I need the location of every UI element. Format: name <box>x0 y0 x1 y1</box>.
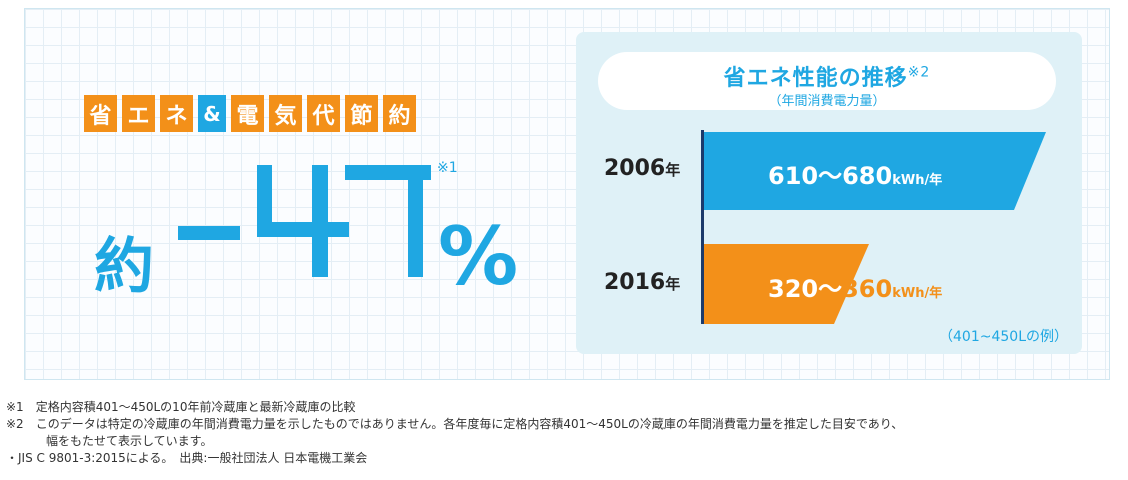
bar-2016: 320〜360kWh/年 <box>704 244 942 324</box>
chart-title-box: 省エネ性能の推移※2 （年間消費電力量） <box>598 52 1056 110</box>
tagline-char: ネ <box>160 95 193 132</box>
bar-2006: 610〜680kWh/年 <box>704 132 1046 210</box>
footnote-3: ・JIS C 9801-3:2015による。 出典:一般社団法人 日本電機工業会 <box>6 451 368 465</box>
tagline-char: 約 <box>383 95 416 132</box>
row-label-2006: 2006年 <box>604 156 681 181</box>
chart-subtitle: （年間消費電力量） <box>768 94 886 109</box>
chart-panel: 省エネ性能の推移※2 （年間消費電力量） 2006年 610〜680kWh/年 … <box>576 32 1082 354</box>
tagline-char: 電 <box>231 95 264 132</box>
tagline-char: 代 <box>307 95 340 132</box>
tagline-ampersand: & <box>198 95 226 132</box>
tagline-char: 節 <box>345 95 378 132</box>
tagline: 省 エ ネ & 電 気 代 節 約 <box>84 95 416 132</box>
chart-title: 省エネ性能の推移 <box>723 66 908 91</box>
bar-2016-value: 320〜360kWh/年 <box>768 275 943 303</box>
chart-title-note: ※2 <box>907 64 931 81</box>
chart-axis <box>701 130 704 324</box>
footnotes: ※1 定格内容積401〜450Lの10年前冷蔵庫と最新冷蔵庫の比較 ※2 このデ… <box>6 399 903 467</box>
row-label-2016: 2016年 <box>604 270 681 295</box>
footnote-1: ※1 定格内容積401〜450Lの10年前冷蔵庫と最新冷蔵庫の比較 <box>6 400 356 414</box>
bar-2006-value: 610〜680kWh/年 <box>768 162 943 190</box>
tagline-char: 気 <box>269 95 302 132</box>
footnote-2: ※2 このデータは特定の冷蔵庫の年間消費電力量を示したものではありません。各年度… <box>6 417 904 431</box>
headline-percent: % <box>438 210 519 303</box>
footnote-2-cont: 幅をもたせて表示しています。 <box>46 434 213 448</box>
headline-note: ※1 <box>437 160 458 176</box>
chart-example-note: （401~450Lの例） <box>939 329 1068 345</box>
headline-prefix: 約 <box>94 232 154 302</box>
tagline-char: 省 <box>84 95 117 132</box>
tagline-char: エ <box>122 95 155 132</box>
